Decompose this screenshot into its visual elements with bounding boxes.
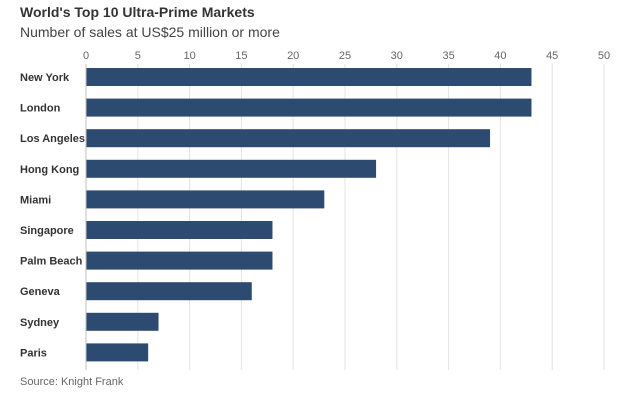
x-tick-label: 45	[546, 50, 558, 62]
bar	[86, 282, 252, 301]
x-tick-label: 40	[494, 50, 506, 62]
category-label: Sydney	[20, 317, 60, 329]
category-label: London	[20, 103, 61, 115]
chart-subtitle: Number of sales at US$25 million or more	[20, 24, 280, 40]
x-tick-label: 15	[235, 50, 247, 62]
bar	[86, 129, 491, 148]
x-tick-label: 20	[287, 50, 299, 62]
bar	[86, 98, 532, 117]
category-label: Singapore	[20, 225, 74, 237]
category-label: Miami	[20, 194, 51, 206]
category-label: New York	[20, 72, 70, 84]
bar	[86, 190, 325, 209]
x-tick-label: 30	[391, 50, 403, 62]
bar	[86, 343, 149, 362]
bar	[86, 312, 159, 331]
x-tick-label: 25	[339, 50, 351, 62]
category-label: Palm Beach	[20, 256, 83, 268]
category-label: Geneva	[20, 286, 61, 298]
x-tick-label: 35	[442, 50, 454, 62]
x-tick-label: 50	[598, 50, 610, 62]
x-tick-label: 0	[83, 50, 89, 62]
bar	[86, 251, 273, 270]
category-label: Los Angeles	[20, 133, 85, 145]
chart-title: World's Top 10 Ultra-Prime Markets	[20, 4, 255, 20]
bar	[86, 159, 377, 178]
source-note: Source: Knight Frank	[20, 376, 124, 388]
x-tick-label: 10	[183, 50, 195, 62]
bar	[86, 68, 532, 86]
bar	[86, 221, 273, 239]
x-tick-label: 5	[135, 50, 141, 62]
category-label: Hong Kong	[20, 164, 79, 176]
category-label: Paris	[20, 347, 47, 359]
